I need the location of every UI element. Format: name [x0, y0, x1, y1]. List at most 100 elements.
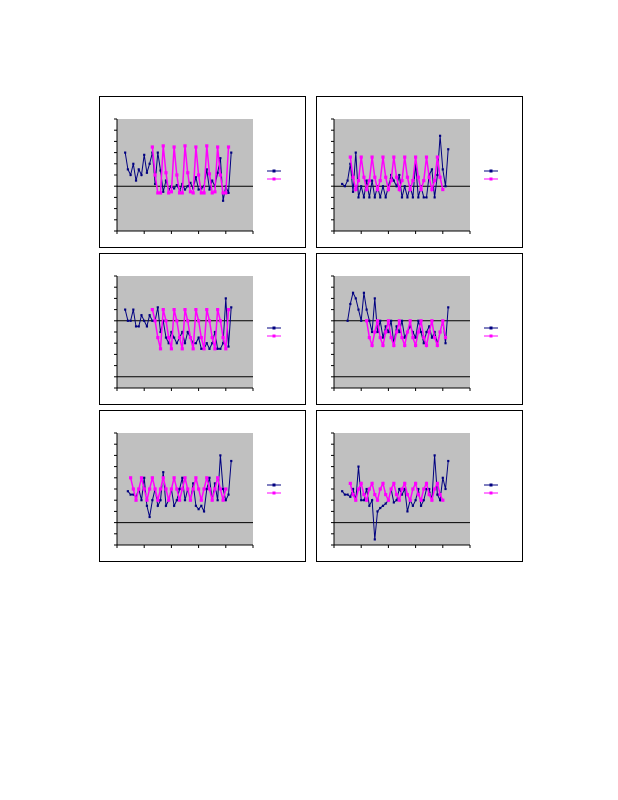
point-marker: [126, 168, 129, 171]
point-marker: [408, 187, 412, 192]
point-marker: [210, 498, 214, 502]
point-marker: [150, 145, 154, 149]
point-marker: [164, 179, 168, 182]
point-marker: [197, 508, 200, 511]
plot-area: [334, 276, 470, 388]
point-marker: [444, 185, 447, 188]
point-marker: [438, 134, 442, 137]
point-marker: [197, 487, 201, 491]
point-marker: [435, 481, 439, 485]
point-marker: [425, 196, 428, 199]
point-marker: [430, 498, 434, 502]
point-marker: [205, 487, 208, 491]
point-marker: [368, 196, 371, 199]
point-marker: [197, 319, 201, 323]
point-marker: [221, 342, 225, 345]
point-marker: [205, 144, 209, 148]
point-marker: [386, 187, 390, 192]
point-marker: [181, 476, 184, 479]
point-marker: [162, 190, 165, 193]
point-marker: [438, 175, 442, 179]
point-marker: [148, 162, 151, 165]
point-marker: [134, 498, 138, 502]
point-marker: [356, 487, 361, 491]
point-marker: [427, 330, 431, 334]
point-marker: [436, 173, 439, 177]
point-marker: [208, 188, 211, 191]
point-marker: [362, 291, 366, 294]
point-marker: [158, 191, 163, 195]
point-marker: [205, 342, 208, 345]
series-line: [341, 135, 449, 198]
point-marker: [177, 498, 182, 502]
point-marker: [207, 487, 212, 491]
point-marker: [359, 481, 363, 485]
point-marker: [216, 476, 220, 480]
point-marker: [438, 330, 442, 334]
point-marker: [192, 482, 195, 485]
point-marker: [132, 162, 135, 165]
point-marker: [430, 336, 434, 339]
series-line: [365, 320, 447, 349]
point-marker: [411, 179, 415, 183]
point-marker: [400, 493, 404, 496]
point-marker: [414, 499, 417, 502]
point-marker: [436, 493, 439, 496]
point-marker: [381, 155, 385, 159]
point-marker: [395, 499, 398, 502]
point-marker: [433, 330, 436, 334]
point-marker: [416, 330, 420, 334]
point-marker: [139, 476, 144, 480]
point-marker: [151, 499, 154, 502]
point-marker: [213, 482, 217, 485]
point-marker: [143, 153, 146, 156]
point-marker: [173, 187, 176, 190]
point-marker: [148, 515, 151, 519]
point-marker: [441, 476, 444, 479]
point-marker: [150, 308, 154, 312]
point-marker: [134, 179, 138, 182]
point-marker: [362, 499, 366, 502]
point-marker: [430, 319, 434, 323]
point-marker: [398, 330, 401, 334]
point-marker: [227, 345, 230, 348]
point-marker: [156, 306, 159, 309]
point-marker: [433, 454, 436, 457]
point-marker: [145, 325, 149, 328]
point-marker: [143, 476, 146, 479]
point-marker: [213, 330, 217, 334]
point-marker: [224, 487, 228, 491]
point-marker: [354, 187, 358, 192]
point-marker: [400, 487, 404, 491]
legend-marker: [489, 334, 493, 338]
point-marker: [398, 487, 401, 491]
plot-area: [117, 276, 253, 388]
point-marker: [186, 171, 190, 175]
point-marker: [230, 459, 233, 463]
point-marker: [216, 308, 220, 312]
point-marker: [218, 487, 222, 491]
point-marker: [129, 476, 133, 480]
legend-marker: [272, 483, 276, 487]
point-marker: [175, 173, 179, 177]
point-marker: [169, 347, 173, 351]
point-marker: [398, 173, 401, 177]
point-marker: [408, 498, 412, 502]
point-marker: [230, 306, 233, 309]
point-marker: [162, 319, 165, 322]
point-marker: [173, 504, 176, 507]
point-marker: [392, 179, 395, 182]
point-marker: [227, 191, 230, 195]
point-marker: [384, 196, 387, 199]
point-marker: [348, 481, 352, 485]
point-marker: [164, 504, 168, 507]
point-marker: [191, 347, 195, 351]
point-marker: [142, 487, 146, 491]
point-marker: [403, 155, 407, 159]
point-marker: [411, 336, 415, 340]
point-marker: [403, 487, 406, 491]
point-marker: [169, 190, 173, 194]
point-marker: [381, 343, 385, 348]
point-marker: [224, 191, 228, 195]
